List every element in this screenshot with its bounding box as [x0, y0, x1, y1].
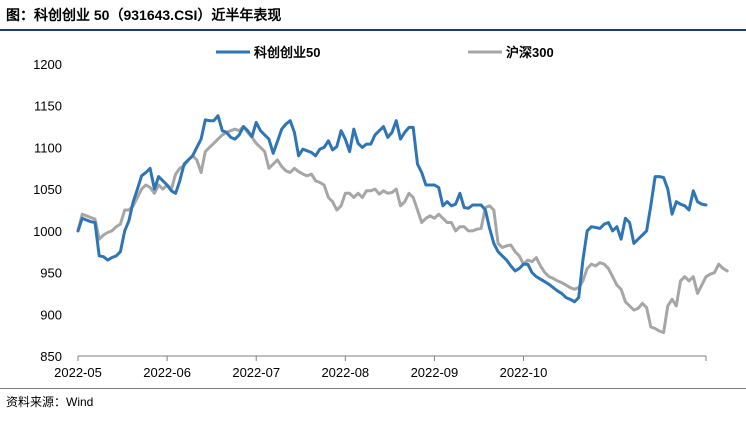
y-tick-label: 900 — [40, 307, 62, 322]
y-tick-label: 1200 — [33, 57, 62, 72]
x-tick-label: 2022-10 — [500, 365, 548, 380]
x-tick-label: 2022-06 — [143, 365, 191, 380]
series-line-kechuang50 — [76, 114, 708, 304]
x-axis: 2022-05 2022-06 2022-07 2022-08 2022-09 2022-… — [54, 355, 707, 380]
y-tick-label: 950 — [40, 266, 62, 281]
chart-title: 图：科创创业 50（931643.CSI）近半年表现 — [6, 7, 282, 23]
y-tick-label: 1050 — [33, 182, 62, 197]
source-divider — [0, 388, 746, 389]
x-tick-label: 2022-08 — [321, 365, 369, 380]
y-axis: 850 900 950 1000 1050 1100 1150 1200 — [33, 57, 62, 364]
x-tick-label: 2022-05 — [54, 365, 102, 380]
series-layer — [76, 114, 729, 335]
x-tick-label: 2022-09 — [411, 365, 459, 380]
y-tick-label: 850 — [40, 349, 62, 364]
source-note: 资料来源：Wind — [6, 395, 94, 409]
legend-label: 沪深300 — [506, 45, 554, 60]
title-divider — [0, 29, 746, 31]
y-tick-label: 1150 — [34, 99, 62, 114]
legend: 科创创业50 沪深300 — [216, 45, 554, 60]
x-tick-label: 2022-07 — [232, 365, 280, 380]
y-tick-label: 1000 — [33, 224, 62, 239]
legend-label: 科创创业50 — [254, 45, 320, 60]
y-tick-label: 1100 — [34, 140, 62, 155]
